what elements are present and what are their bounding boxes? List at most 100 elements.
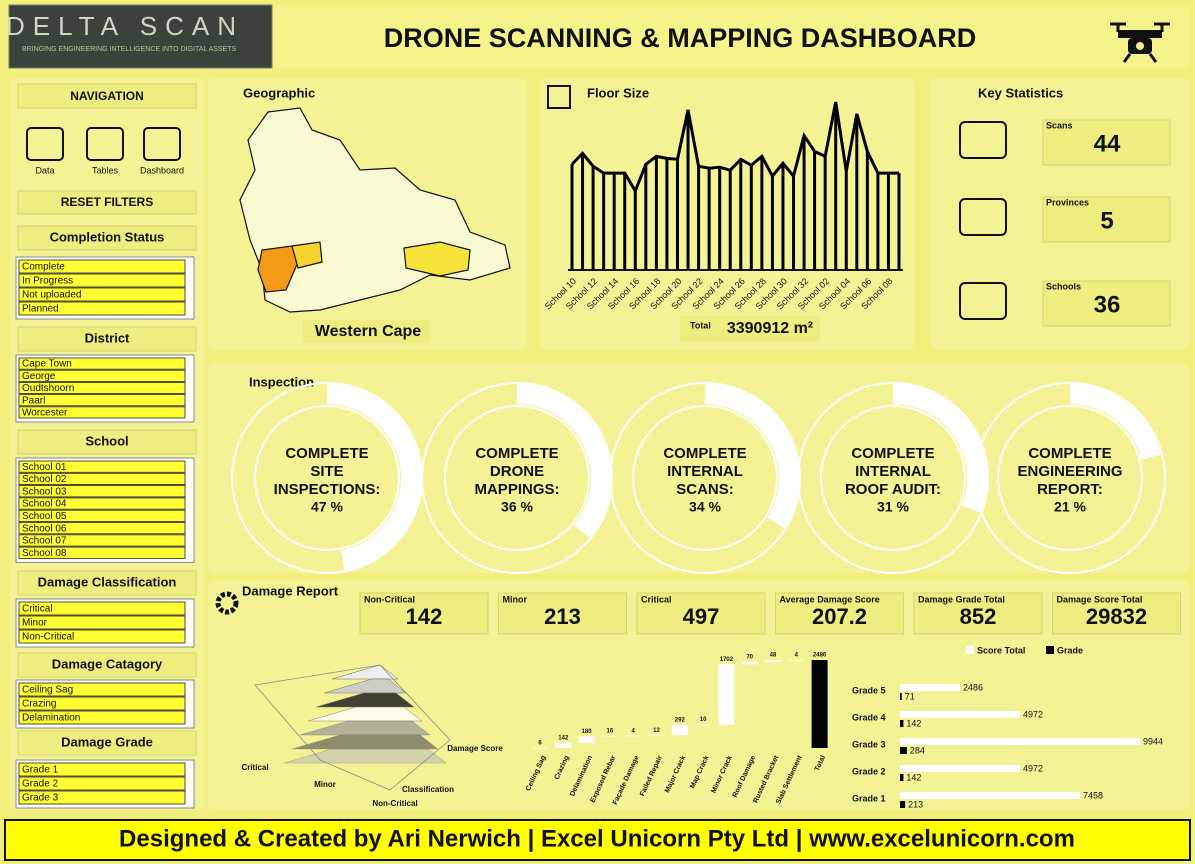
filter-item-label[interactable]: School 03 [22, 486, 67, 497]
nav-icon[interactable] [26, 127, 64, 161]
tagline: BRINGING ENGINEERING INTELLIGENCE INTO D… [22, 46, 237, 53]
donut-label: COMPLETE [1028, 445, 1111, 462]
filter-item[interactable] [18, 485, 186, 498]
nav-icon[interactable] [86, 127, 124, 161]
filter-item[interactable] [18, 696, 186, 711]
filter-item[interactable] [18, 460, 186, 473]
filter-item[interactable] [18, 259, 186, 274]
filter-item-label[interactable]: Critical [22, 604, 53, 615]
filter-title: District [85, 330, 130, 345]
filter-item-label[interactable]: Non-Critical [22, 632, 74, 643]
nav-icon[interactable] [143, 127, 181, 161]
filter-item[interactable] [18, 534, 186, 547]
filter-item[interactable] [18, 776, 186, 791]
footer-text: Designed & Created by Ari Nerwich | Exce… [119, 825, 1075, 852]
stat-label: Schools [1046, 281, 1081, 291]
donut-label: MAPPINGS: [474, 481, 559, 498]
filter-item[interactable] [18, 710, 186, 725]
kpi-label: Damage Grade Total [918, 594, 1005, 604]
filter-title: Damage Classification [38, 574, 177, 589]
nav-title-box [17, 83, 197, 109]
filter-item[interactable] [18, 301, 186, 316]
damage-panel [208, 580, 1190, 810]
legend-swatch [1046, 646, 1054, 654]
filter-item[interactable] [18, 472, 186, 485]
grade-label: Grade 5 [852, 685, 886, 695]
filter-item[interactable] [18, 369, 186, 382]
map [239, 107, 511, 313]
stat-box [1042, 119, 1171, 166]
stat-box [1042, 280, 1171, 327]
filter-item[interactable] [18, 546, 186, 559]
waterfall-value: 48 [770, 653, 777, 659]
stat-label: Provinces [1046, 197, 1089, 207]
filter-item-label[interactable]: School 07 [22, 536, 67, 547]
donut-value: 47 % [311, 499, 343, 515]
stat-value: 44 [1094, 130, 1121, 157]
waterfall-value: 4 [795, 653, 799, 659]
pyramid-band [331, 664, 399, 680]
donut-arc [516, 384, 611, 538]
filter-title-box [17, 429, 197, 455]
filter-item-label[interactable]: George [22, 371, 56, 382]
filter-item-label[interactable]: Grade 1 [22, 765, 59, 776]
filter-item-label[interactable]: Ceiling Sag [22, 685, 73, 696]
filter-item[interactable] [18, 394, 186, 407]
donut-inner [632, 405, 778, 551]
filter-item-label[interactable]: School 01 [22, 462, 67, 473]
filter-item[interactable] [18, 682, 186, 697]
filter-item[interactable] [18, 629, 186, 644]
filter-title-box [17, 570, 197, 596]
filter-item[interactable] [18, 615, 186, 630]
filter-item-label[interactable]: School 06 [22, 523, 67, 534]
filter-item[interactable] [18, 273, 186, 288]
filter-item-label[interactable]: School 05 [22, 511, 67, 522]
pyramid-band [291, 734, 439, 750]
filter-item-label[interactable]: Minor [22, 618, 48, 629]
filter-item-label[interactable]: Grade 2 [22, 779, 59, 790]
filter-item-label[interactable]: Cape Town [22, 359, 72, 370]
kpi-box [1052, 592, 1181, 635]
filter-item-label[interactable]: Grade 3 [22, 793, 59, 804]
stat-icon [959, 282, 1007, 320]
filter-item[interactable] [18, 381, 186, 394]
grade-value: 7458 [1083, 790, 1103, 800]
donut-label: COMPLETE [851, 445, 934, 462]
filter-item[interactable] [18, 357, 186, 370]
filter-item-label[interactable]: Not uploaded [22, 290, 82, 301]
filter-item-label[interactable]: School 04 [22, 499, 67, 510]
donut-label: SITE [310, 463, 343, 480]
waterfall-value: 180 [582, 729, 593, 735]
filter-item[interactable] [18, 287, 186, 302]
filter-item[interactable] [18, 406, 186, 419]
filter-item-label[interactable]: In Progress [22, 276, 73, 287]
filter-item[interactable] [18, 497, 186, 510]
grade-value: 71 [905, 691, 915, 701]
filter-item[interactable] [18, 790, 186, 805]
filter-title: Damage Grade [61, 734, 153, 749]
nav-label: Dashboard [140, 165, 184, 175]
pyramid-band [315, 692, 415, 708]
pyramid-band [283, 748, 447, 764]
filter-item-label[interactable]: School 02 [22, 474, 67, 485]
filter-item-label[interactable]: Complete [22, 262, 65, 273]
filter-item[interactable] [18, 762, 186, 777]
donut-label: INTERNAL [667, 463, 743, 480]
filter-item[interactable] [18, 509, 186, 522]
pyramid-label: Classification [402, 785, 454, 794]
filter-item-label[interactable]: School 08 [22, 548, 67, 559]
filter-item[interactable] [18, 601, 186, 616]
donut-value: 36 % [501, 499, 533, 515]
filter-item-label[interactable]: Planned [22, 304, 59, 315]
pyramid-base [254, 664, 451, 791]
filter-item-label[interactable]: Oudtshoorn [22, 383, 74, 394]
filter-item-label[interactable]: Delamination [22, 713, 80, 724]
filter-item-label[interactable]: Worcester [22, 408, 68, 419]
waterfall-bar [532, 747, 548, 749]
waterfall-value: 70 [746, 654, 753, 660]
filter-item-label[interactable]: Paarl [22, 395, 45, 406]
filter-item-label[interactable]: Crazing [22, 699, 56, 710]
waterfall-value: 1702 [720, 657, 734, 663]
filter-item[interactable] [18, 522, 186, 535]
grade-bar [900, 792, 1080, 799]
